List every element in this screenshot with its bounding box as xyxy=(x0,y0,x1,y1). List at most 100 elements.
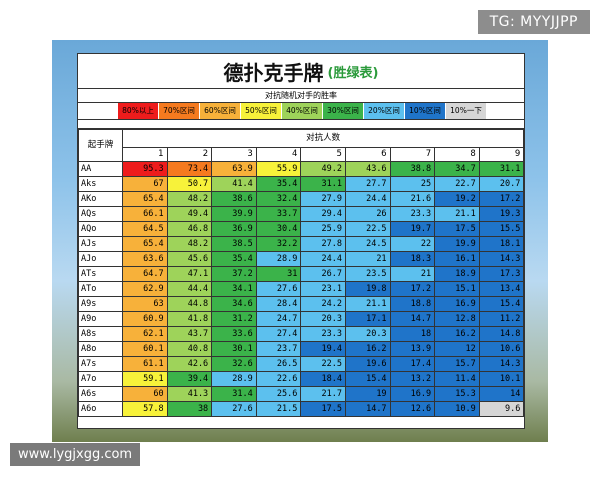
win-rate-cell: 25.6 xyxy=(255,386,302,402)
win-rate-cell: 95.3 xyxy=(122,161,168,177)
win-rate-cell: 63.6 xyxy=(122,251,168,267)
win-rate-cell: 28.4 xyxy=(255,296,302,312)
table-row: AKo 65.4 48.2 38.6 32.4 27.9 24.4 21.6 19.2 17.2 xyxy=(78,191,525,207)
win-rate-cell: 55.9 xyxy=(255,161,302,177)
table-row: AQo 64.5 46.8 36.9 30.4 25.9 22.5 19.7 17.5 15.5 xyxy=(78,221,525,237)
opponent-count-9: 9 xyxy=(478,147,525,162)
win-rate-cell: 17.4 xyxy=(389,356,436,372)
win-rate-cell: 24.4 xyxy=(344,191,391,207)
win-rate-cell: 31.2 xyxy=(211,311,257,327)
win-rate-cell: 12 xyxy=(434,341,480,357)
win-rate-cell: 39.9 xyxy=(211,206,257,222)
hand-label: A9o xyxy=(78,311,123,327)
win-rate-cell: 18 xyxy=(389,326,436,342)
win-rate-cell: 21.1 xyxy=(344,296,391,312)
win-rate-cell: 33.7 xyxy=(255,206,302,222)
win-rate-cell: 22.7 xyxy=(434,176,480,192)
win-rate-cell: 19.6 xyxy=(344,356,391,372)
win-rate-cell: 17.5 xyxy=(300,401,346,417)
win-rate-cell: 20.3 xyxy=(300,311,346,327)
win-rate-cell: 10.6 xyxy=(478,341,525,357)
win-rate-cell: 41.8 xyxy=(166,311,213,327)
win-rate-cell: 15.7 xyxy=(434,356,480,372)
table-row: ATo 62.9 44.4 34.1 27.6 23.1 19.8 17.2 15.1 13.4 xyxy=(78,281,525,297)
win-rate-cell: 43.7 xyxy=(166,326,213,342)
win-rate-cell: 15.4 xyxy=(478,296,525,312)
win-rate-cell: 35.4 xyxy=(255,176,302,192)
win-rate-cell: 21.7 xyxy=(300,386,346,402)
win-rate-cell: 45.6 xyxy=(166,251,213,267)
win-rate-cell: 66.1 xyxy=(122,206,168,222)
win-rate-cell: 23.1 xyxy=(300,281,346,297)
win-rate-cell: 39.4 xyxy=(166,371,213,387)
win-rate-cell: 22 xyxy=(389,236,436,252)
win-rate-cell: 27.9 xyxy=(300,191,346,207)
win-rate-cell: 21.6 xyxy=(389,191,436,207)
win-rate-cell: 26.5 xyxy=(255,356,302,372)
win-rate-cell: 19.3 xyxy=(478,206,525,222)
win-rate-cell: 15.1 xyxy=(434,281,480,297)
win-rate-cell: 17.5 xyxy=(434,221,480,237)
legend-item: 80%以上 xyxy=(118,103,159,119)
legend-item: 30%区间 xyxy=(323,103,364,119)
win-rate-cell: 73.4 xyxy=(166,161,213,177)
win-rate-cell: 17.2 xyxy=(389,281,436,297)
win-rate-cell: 17.3 xyxy=(478,266,525,282)
win-rate-cell: 19.4 xyxy=(300,341,346,357)
table-row: A8o 60.1 40.8 30.1 23.7 19.4 16.2 13.9 12 10.6 xyxy=(78,341,525,357)
win-rate-cell: 48.2 xyxy=(166,191,213,207)
table-row: A9o 60.9 41.8 31.2 24.7 20.3 17.1 14.7 12.8 11.2 xyxy=(78,311,525,327)
column-group-header: 对抗人数 xyxy=(121,129,525,148)
win-rate-cell: 34.6 xyxy=(211,296,257,312)
win-rate-cell: 35.4 xyxy=(211,251,257,267)
win-rate-cell: 20.3 xyxy=(344,326,391,342)
win-rate-cell: 12.8 xyxy=(434,311,480,327)
win-rate-cell: 65.4 xyxy=(122,191,168,207)
win-rate-cell: 22.6 xyxy=(255,371,302,387)
win-rate-cell: 48.2 xyxy=(166,236,213,252)
win-rate-cell: 19.9 xyxy=(434,236,480,252)
win-rate-cell: 17.1 xyxy=(344,311,391,327)
win-rate-cell: 18.4 xyxy=(300,371,346,387)
table-row: A7o 59.1 39.4 28.9 22.6 18.4 15.4 13.2 11.4 10.1 xyxy=(78,371,525,387)
win-rate-cell: 17.2 xyxy=(478,191,525,207)
hand-label: ATs xyxy=(78,266,123,282)
win-rate-cell: 16.2 xyxy=(344,341,391,357)
win-rate-cell: 27.6 xyxy=(211,401,257,417)
win-rate-cell: 16.1 xyxy=(434,251,480,267)
hand-label: A7o xyxy=(78,371,123,387)
win-rate-cell: 38.6 xyxy=(211,191,257,207)
win-rate-table-card: 德扑克手牌 (胜绿表) 对抗随机对手的胜率 80%以上 70%区间 60%区间 50%… xyxy=(77,53,525,429)
win-rate-cell: 49.2 xyxy=(300,161,346,177)
opponent-count-4: 4 xyxy=(255,147,302,162)
legend-spacer xyxy=(78,103,118,119)
hand-label: AKo xyxy=(78,191,123,207)
hand-label: AJo xyxy=(78,251,123,267)
win-rate-cell: 41.4 xyxy=(211,176,257,192)
win-rate-cell: 22.5 xyxy=(344,221,391,237)
table-row: AJo 63.6 45.6 35.4 28.9 24.4 21 18.3 16.1 14.3 xyxy=(78,251,525,267)
win-rate-cell: 23.5 xyxy=(344,266,391,282)
win-rate-cell: 21 xyxy=(389,266,436,282)
table-row: AQs 66.1 49.4 39.9 33.7 29.4 26 23.3 21.1 19.3 xyxy=(78,206,525,222)
win-rate-cell: 34.7 xyxy=(434,161,480,177)
telegram-watermark: TG: MYYJJPP xyxy=(477,10,590,34)
win-rate-cell: 31.1 xyxy=(300,176,346,192)
hand-label: A8s xyxy=(78,326,123,342)
opponent-count-1: 1 xyxy=(122,147,168,162)
win-rate-cell: 26.7 xyxy=(300,266,346,282)
win-rate-cell: 64.5 xyxy=(122,221,168,237)
hand-label: ATo xyxy=(78,281,123,297)
win-rate-cell: 14.7 xyxy=(344,401,391,417)
win-rate-cell: 23.7 xyxy=(255,341,302,357)
win-rate-cell: 15.5 xyxy=(478,221,525,237)
win-rate-cell: 19.7 xyxy=(389,221,436,237)
win-rate-cell: 19.2 xyxy=(434,191,480,207)
win-rate-cell: 23.3 xyxy=(300,326,346,342)
win-rate-cell: 32.4 xyxy=(255,191,302,207)
win-rate-cell: 18.9 xyxy=(434,266,480,282)
win-rate-cell: 28.9 xyxy=(211,371,257,387)
win-rate-cell: 18.1 xyxy=(478,236,525,252)
